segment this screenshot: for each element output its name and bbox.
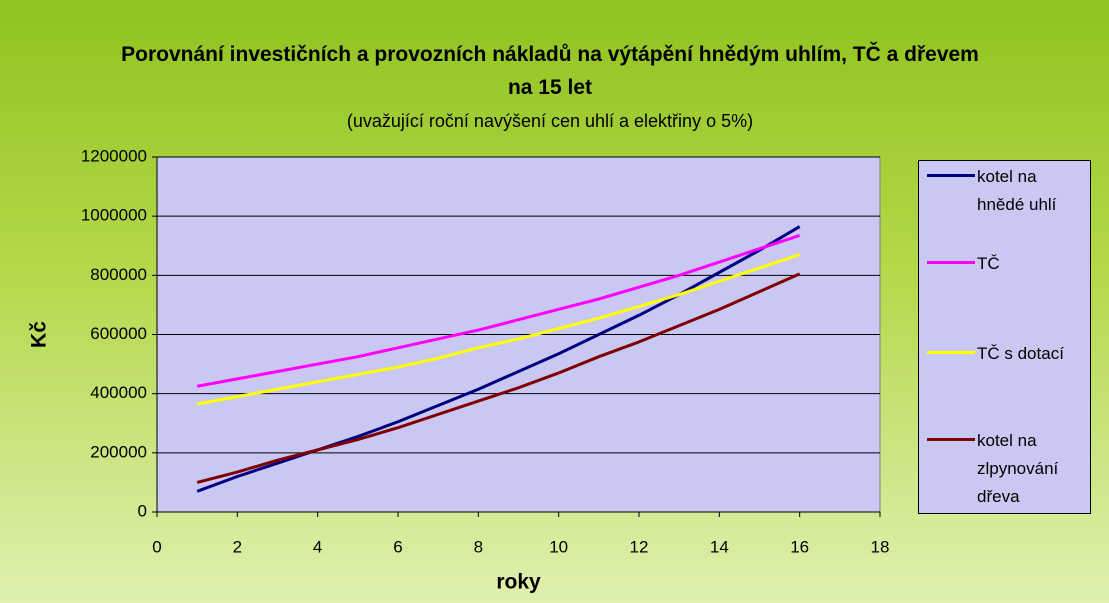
x-tick-label: 2 (233, 537, 242, 556)
x-tick-label: 8 (474, 537, 483, 556)
y-tick-label: 400000 (90, 383, 147, 402)
legend-swatch (927, 261, 975, 264)
chart-subtitle: (uvažující roční navýšení cen uhlí a ele… (346, 111, 754, 131)
series-line (196, 253, 801, 406)
y-tick-label: 1000000 (81, 206, 147, 225)
legend-swatch (927, 438, 975, 441)
x-tick-label: 10 (549, 537, 568, 556)
x-tick-label: 4 (313, 537, 322, 556)
legend-label: TČ s dotací (977, 344, 1064, 363)
x-axis-label: roky (496, 571, 541, 594)
x-tick-label: 14 (710, 537, 729, 556)
legend-label: TČ (977, 254, 1000, 273)
legend-label: kotel na hnědé uhlí (977, 167, 1057, 214)
x-tick-label: 12 (630, 537, 649, 556)
y-tick-label: 1200000 (81, 146, 147, 165)
chart-title: Porovnání investičních a provozních nákl… (121, 43, 979, 99)
x-tick-label: 18 (871, 537, 890, 556)
series-line (196, 233, 801, 388)
x-tick-label: 6 (393, 537, 402, 556)
y-tick-label: 600000 (90, 324, 147, 343)
series-line (196, 272, 801, 484)
legend-swatch (927, 174, 975, 177)
x-tick-label: 16 (790, 537, 809, 556)
legend-swatch (927, 351, 975, 354)
y-tick-label: 200000 (90, 442, 147, 461)
legend: kotel na hnědé uhlí TČ TČ s dotací kotel na… (918, 160, 1091, 514)
y-tick-label: 800000 (90, 265, 147, 284)
legend-label: kotel na zlpynování dřeva (977, 431, 1059, 506)
y-tick-label: 0 (138, 501, 147, 520)
x-tick-label: 0 (152, 537, 161, 556)
y-axis-label: Kč (28, 321, 51, 348)
